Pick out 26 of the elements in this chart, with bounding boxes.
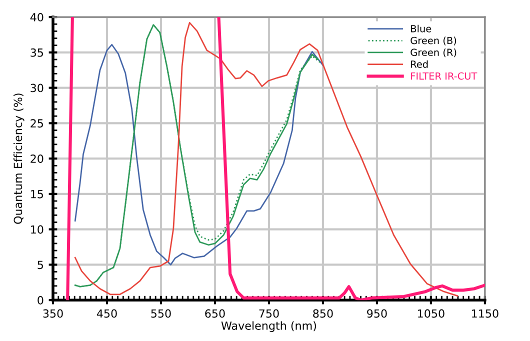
x-tick-label: 1050 (418, 309, 444, 318)
x-tick-label: 650 (205, 309, 225, 318)
legend-label: Green (R) (410, 48, 456, 58)
y-tick-label: 35 (30, 48, 43, 57)
x-tick-label: 550 (151, 309, 171, 318)
x-tick-label: 750 (259, 309, 279, 318)
legend-label: FILTER IR-CUT (411, 72, 478, 80)
x-tick-label: 950 (367, 309, 387, 318)
y-axis-title: Quantum Efficiency (%) (14, 94, 24, 224)
y-tick-label: 10 (31, 225, 44, 234)
x-tick-label: 450 (96, 309, 117, 318)
y-tick-label: 20 (30, 154, 44, 163)
legend-label: Blue (411, 24, 432, 32)
line-series (74, 44, 324, 266)
y-tick-label: 30 (30, 84, 44, 92)
y-tick-label: 15 (31, 190, 43, 198)
y-tick-label: 0 (38, 296, 44, 304)
x-tick-label: 850 (313, 309, 333, 318)
legend-label: Green (B) (410, 36, 456, 46)
y-tick-label: 5 (38, 260, 43, 270)
y-tick-label: 40 (30, 13, 44, 22)
x-axis-title: Wavelength (nm) (221, 321, 316, 332)
x-tick-label: 350 (43, 309, 63, 318)
x-tick-label: 1150 (472, 309, 498, 318)
y-tick-label: 25 (30, 119, 43, 128)
legend-label: Red (411, 60, 428, 68)
